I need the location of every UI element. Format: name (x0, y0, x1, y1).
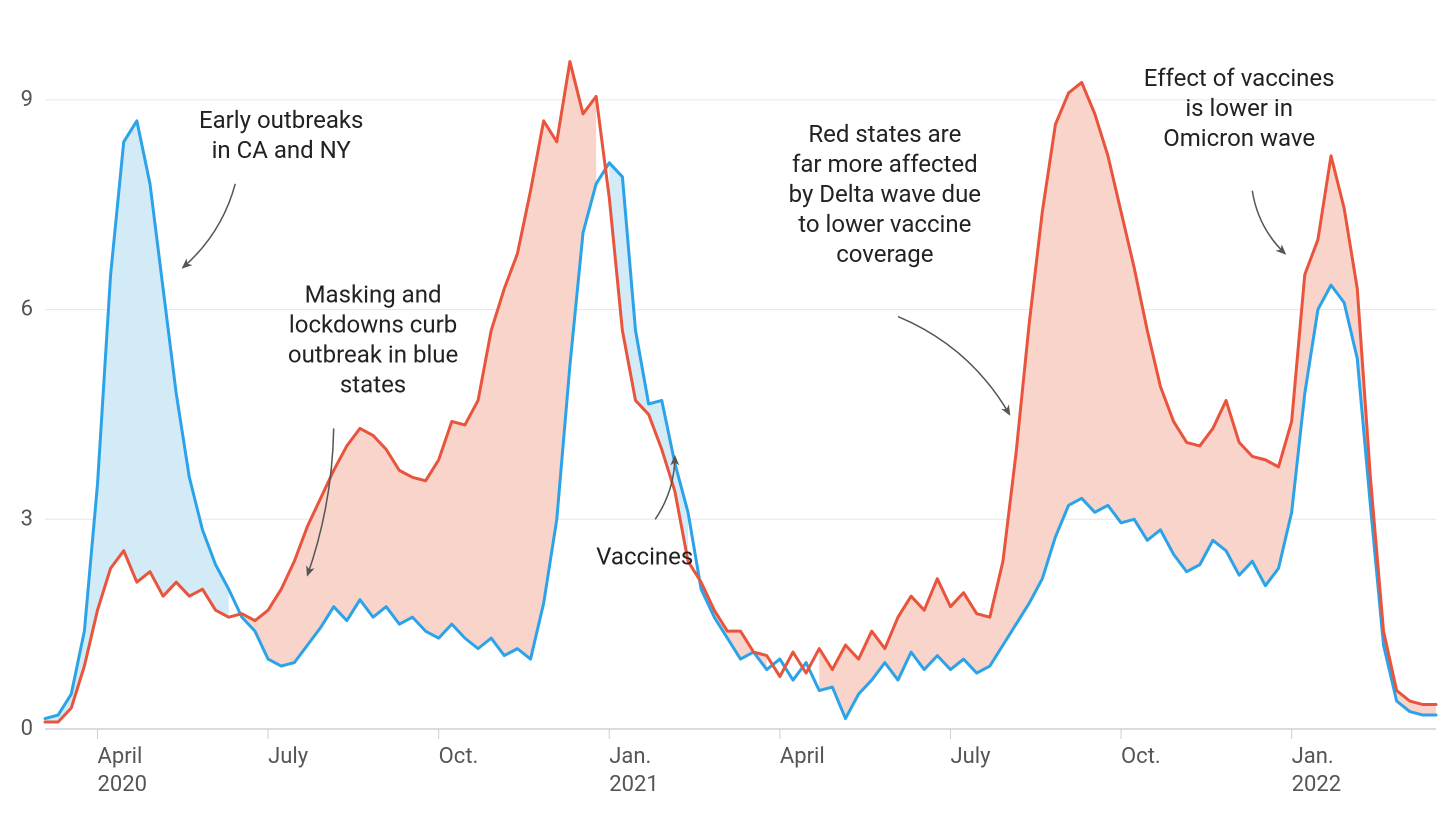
annotation-line: Vaccines (596, 543, 693, 571)
annotation-line: Omicron wave (1163, 124, 1315, 152)
x-tick-year: 2021 (609, 772, 658, 797)
fill-blue-above (45, 121, 229, 722)
y-tick-label: 0 (21, 716, 33, 741)
x-tick-month: July (268, 744, 309, 769)
x-tick-month: Oct. (1121, 744, 1161, 769)
covid-red-blue-states-chart: 0 3 6 9 April 2020 July Oct. Jan. 2021 April July Oc… (0, 0, 1456, 819)
annotation-line: Effect of vaccines (1144, 64, 1335, 92)
annotation-line: lockdowns curb (289, 311, 457, 339)
x-tick-month: July (950, 744, 991, 769)
chart-svg: 0 3 6 9 April 2020 July Oct. Jan. 2021 April July Oc… (0, 0, 1456, 819)
x-tick-month: Jan. (1292, 744, 1334, 769)
annotation-line: outbreak in blue (288, 341, 458, 369)
annotation-line: in CA and NY (212, 136, 352, 164)
annotation-line: Red states are (808, 120, 961, 148)
x-tick-year: 2022 (1292, 772, 1341, 797)
annotation-line: states (340, 371, 406, 399)
annotation-line: Masking and (305, 281, 442, 309)
y-tick-label: 6 (21, 297, 33, 322)
annotation-line: far more affected (792, 150, 978, 178)
annotation-line: Early outbreaks (199, 106, 363, 134)
annotation-delta-wave: Red states arefar more affectedby Delta … (789, 120, 1010, 415)
y-tick-label: 3 (21, 506, 33, 531)
annotation-line: coverage (836, 240, 933, 268)
annotation-omicron: Effect of vaccinesis lower inOmicron wav… (1144, 64, 1335, 254)
x-tick-month: Jan. (609, 744, 651, 769)
annotation-line: by Delta wave due (789, 180, 981, 208)
y-tick-label: 9 (21, 87, 33, 112)
annotation-line: to lower vaccine (798, 210, 971, 238)
x-tick-year: 2020 (97, 772, 146, 797)
x-tick-month: April (97, 744, 142, 769)
annotation-arrow (898, 317, 1010, 415)
annotation-line: is lower in (1185, 94, 1293, 122)
annotation-arrow (183, 184, 235, 268)
annotation-early-outbreaks: Early outbreaksin CA and NY (183, 106, 364, 268)
x-tick-month: April (780, 744, 825, 769)
x-tick-month: Oct. (439, 744, 479, 769)
annotation-arrow (1252, 191, 1285, 254)
